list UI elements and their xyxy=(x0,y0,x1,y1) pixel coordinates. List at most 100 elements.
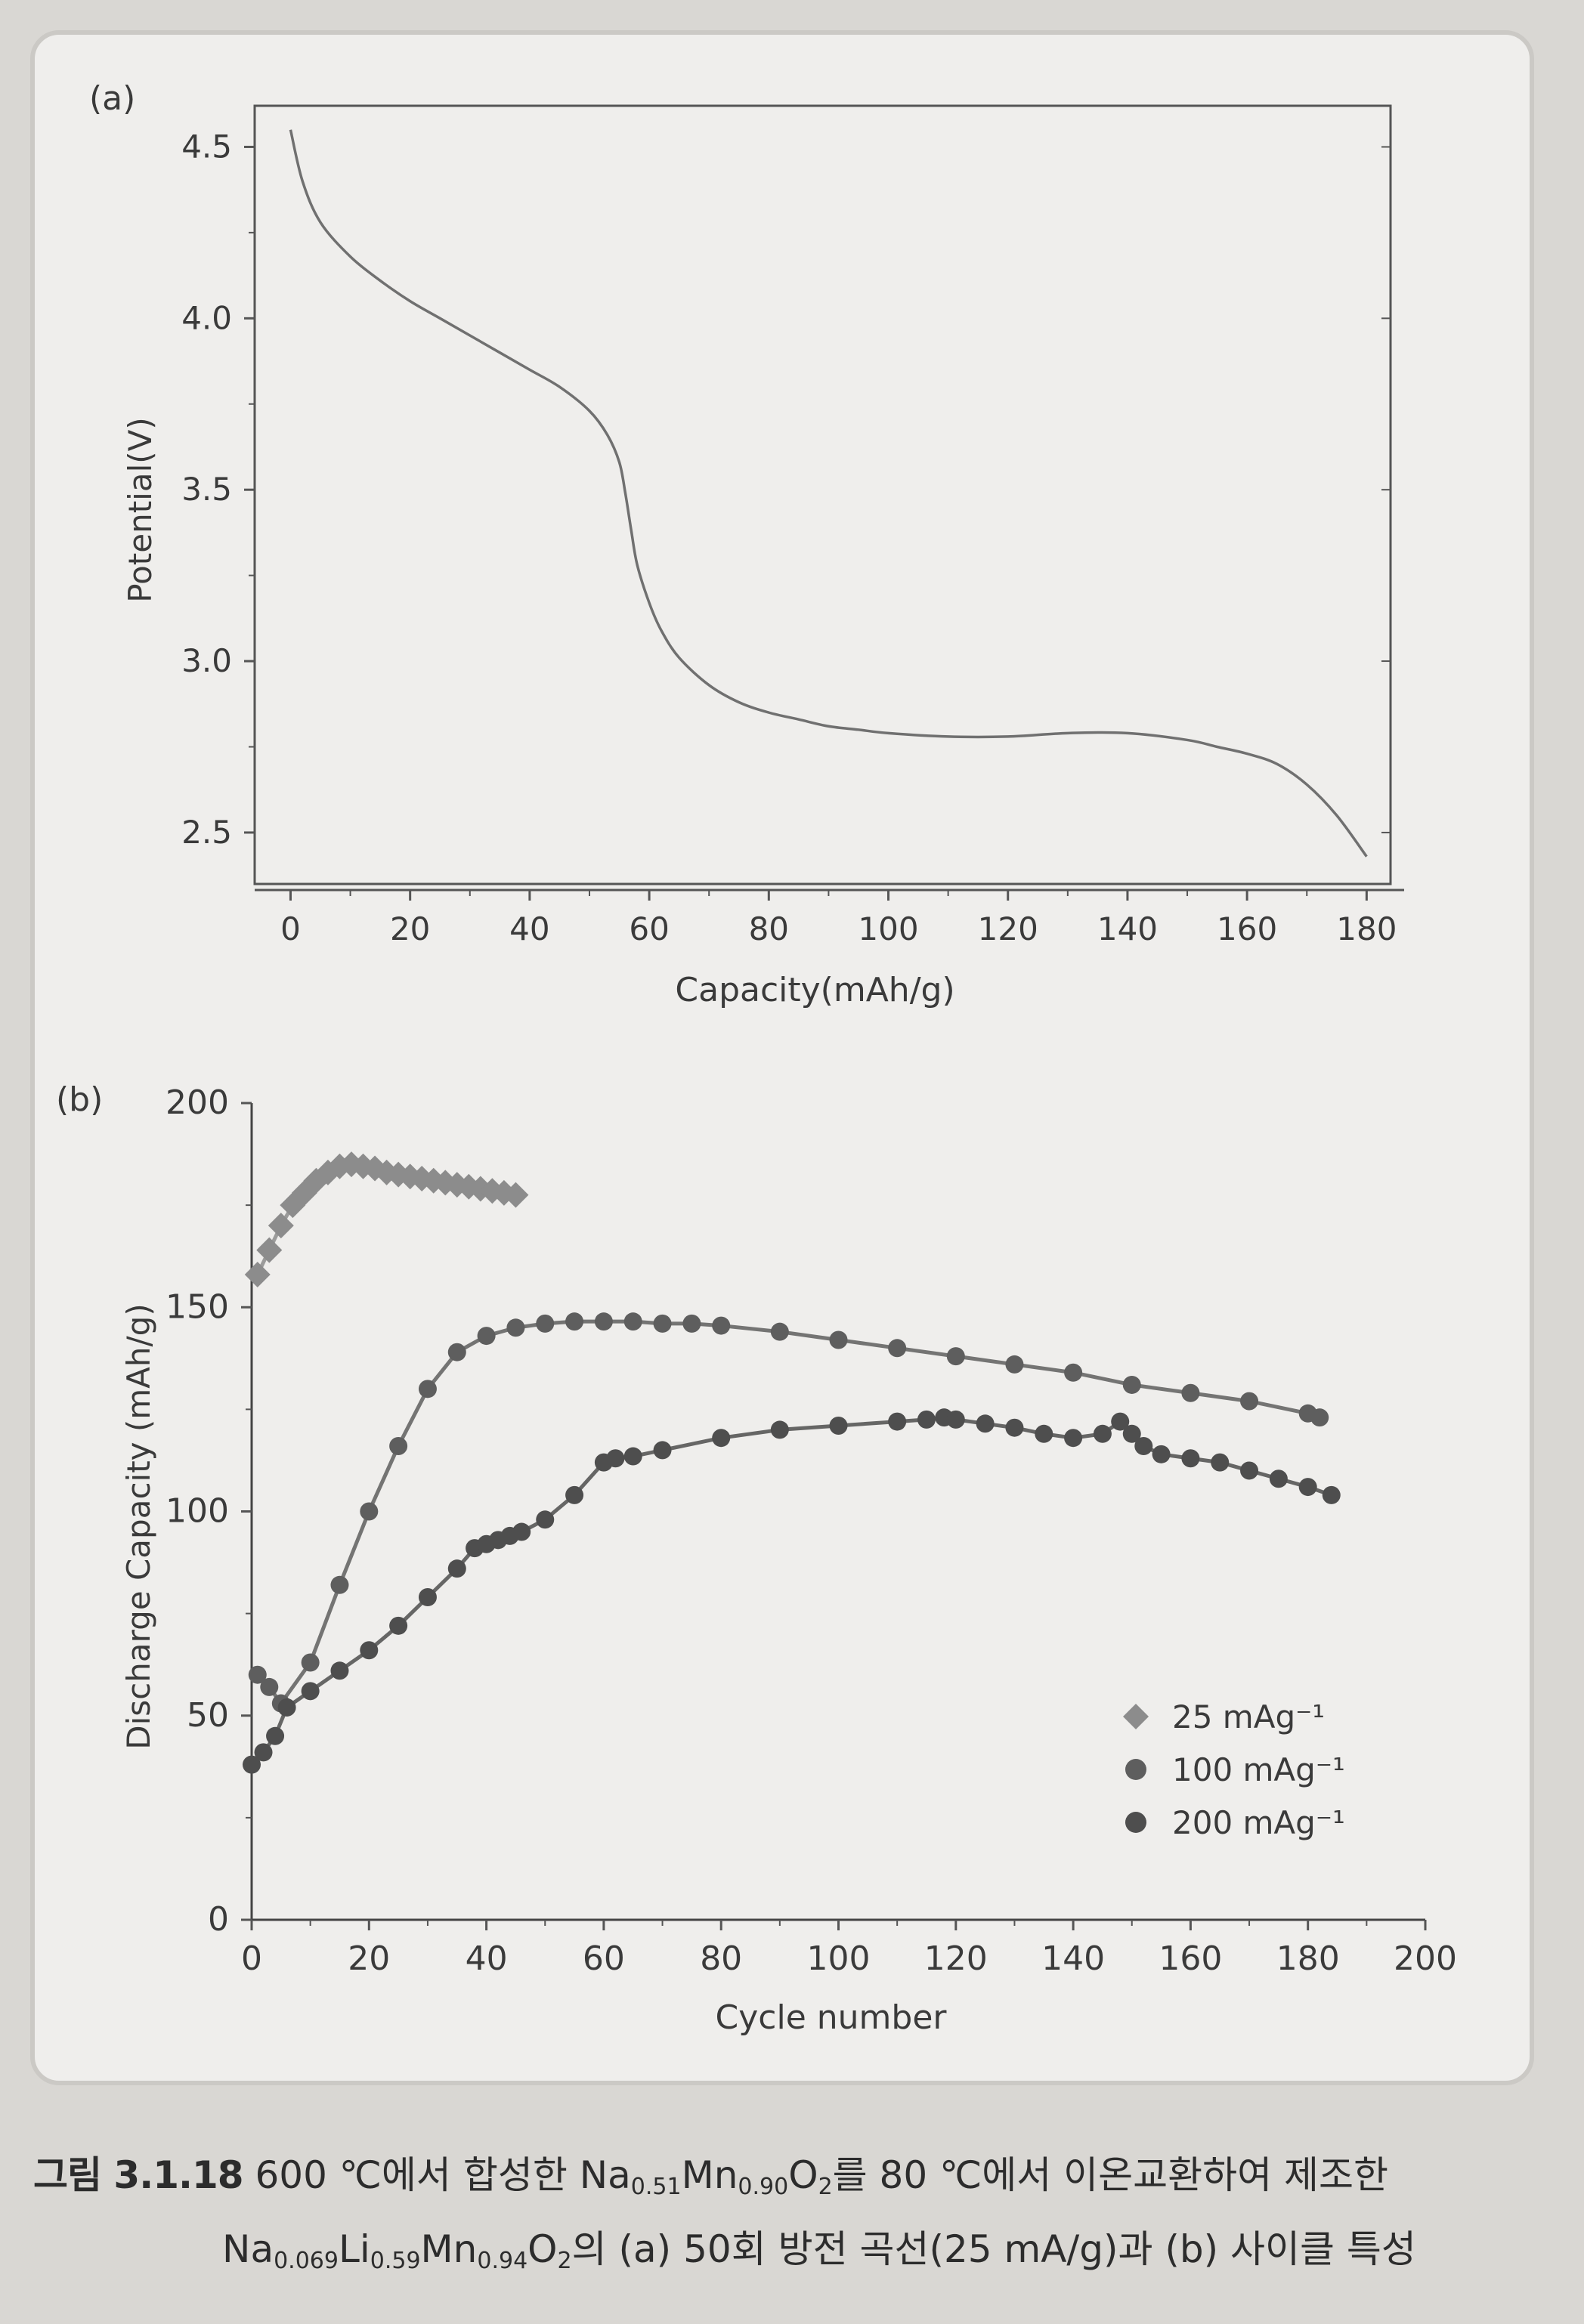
x-tick-label: 120 xyxy=(978,910,1038,947)
caption-line-2-run: Li xyxy=(338,2227,370,2271)
figure-caption: 그림 3.1.18 600 ℃에서 합성한 Na0.51Mn0.90O2를 80… xyxy=(33,2138,1552,2286)
data-point-circle xyxy=(266,1726,285,1745)
legend-marker-diamond xyxy=(1123,1704,1149,1729)
x-tick-label: 60 xyxy=(583,1939,625,1978)
data-point-circle xyxy=(565,1485,584,1504)
x-tick-label: 40 xyxy=(466,1939,508,1978)
x-tick-label: 160 xyxy=(1217,910,1277,947)
data-point-circle xyxy=(770,1322,789,1341)
panel-label: (b) xyxy=(56,1080,103,1119)
caption-line-1-run: Mn xyxy=(681,2153,738,2197)
x-tick-label: 80 xyxy=(700,1939,742,1978)
data-point-circle xyxy=(1064,1363,1083,1382)
data-point-circle xyxy=(888,1412,907,1431)
data-point-circle xyxy=(248,1665,267,1684)
x-tick-label: 120 xyxy=(924,1939,988,1978)
data-point-circle xyxy=(277,1698,296,1717)
data-point-circle xyxy=(1005,1418,1024,1437)
data-point-circle xyxy=(360,1641,379,1660)
data-point-circle xyxy=(1064,1429,1083,1448)
caption-line-2-run: 2 xyxy=(557,2248,572,2274)
data-point-circle xyxy=(1269,1469,1288,1488)
caption-line-2-run: 0.59 xyxy=(370,2248,421,2274)
data-point-circle xyxy=(1181,1449,1200,1468)
caption-line-2-run: O xyxy=(527,2227,558,2271)
legend-marker-circle xyxy=(1125,1812,1146,1833)
caption-line-1-text: 600 ℃에서 합성한 Na0.51Mn0.90O2를 80 ℃에서 이온교환하… xyxy=(243,2153,1389,2200)
data-point-circle xyxy=(254,1743,273,1762)
data-point-diamond xyxy=(256,1237,283,1263)
data-point-circle xyxy=(1093,1424,1112,1443)
x-tick-label: 0 xyxy=(280,910,301,947)
data-point-diamond xyxy=(244,1262,271,1288)
x-tick-label: 100 xyxy=(858,910,918,947)
x-tick-label: 100 xyxy=(807,1939,871,1978)
x-tick-label: 80 xyxy=(749,910,789,947)
data-point-circle xyxy=(447,1343,466,1361)
data-point-circle xyxy=(1181,1383,1200,1402)
data-point-circle xyxy=(360,1502,379,1521)
data-point-circle xyxy=(1122,1375,1141,1394)
data-point-circle xyxy=(682,1314,701,1333)
legend-label: 25 mAg⁻¹ xyxy=(1172,1698,1325,1735)
data-point-circle xyxy=(1310,1408,1329,1427)
data-point-circle xyxy=(594,1312,613,1331)
data-point-circle xyxy=(946,1410,965,1429)
y-tick-label: 200 xyxy=(166,1083,229,1122)
x-tick-label: 0 xyxy=(241,1939,262,1978)
caption-line-1-run: 600 ℃에서 합성한 Na xyxy=(243,2153,631,2197)
caption-figure-label: 그림 3.1.18 xyxy=(33,2153,244,2197)
y-tick-label: 4.5 xyxy=(181,128,232,165)
y-tick-label: 100 xyxy=(166,1492,229,1531)
y-tick-label: 2.5 xyxy=(181,814,232,851)
data-point-circle xyxy=(653,1314,672,1333)
data-point-circle xyxy=(1035,1424,1053,1443)
data-point-circle xyxy=(1298,1478,1317,1497)
caption-line-2: Na0.069Li0.59Mn0.94O2의 (a) 50회 방전 곡선(25 … xyxy=(33,2212,1552,2286)
data-point-circle xyxy=(1152,1445,1171,1463)
data-point-circle xyxy=(389,1616,408,1635)
y-tick-label: 3.5 xyxy=(181,471,232,508)
y-tick-label: 150 xyxy=(166,1287,229,1326)
data-point-circle xyxy=(1211,1453,1230,1472)
data-point-circle xyxy=(330,1661,349,1680)
x-tick-label: 180 xyxy=(1276,1939,1340,1978)
caption-line-1: 그림 3.1.18 600 ℃에서 합성한 Na0.51Mn0.90O2를 80… xyxy=(33,2153,1389,2200)
legend-marker-circle xyxy=(1125,1759,1146,1780)
figure-charts: (a) 0 20 40 60 80 100 120 140 160 180 2.5 3.0 3.5 4.0 4… xyxy=(56,79,1457,2037)
data-point-circle xyxy=(536,1314,555,1333)
x-tick-label: 200 xyxy=(1394,1939,1457,1978)
data-point-circle xyxy=(301,1653,320,1672)
data-point-circle xyxy=(1111,1412,1130,1431)
y-tick-label: 0 xyxy=(208,1900,229,1939)
x-tick-label: 60 xyxy=(629,910,669,947)
data-point-circle xyxy=(829,1416,848,1435)
data-point-circle xyxy=(260,1677,279,1696)
caption-line-1-run: 0.51 xyxy=(630,2174,682,2200)
data-point-circle xyxy=(301,1682,320,1701)
x-tick-label: 20 xyxy=(348,1939,390,1978)
data-point-circle xyxy=(330,1575,349,1594)
x-axis-label: Capacity(mAh/g) xyxy=(675,971,954,1009)
caption-line-1-run: 를 80 ℃에서 이온교환하여 제조한 xyxy=(832,2153,1389,2197)
x-axis-label: Cycle number xyxy=(716,1998,948,2037)
x-tick-label: 140 xyxy=(1041,1939,1105,1978)
x-tick-label: 40 xyxy=(509,910,549,947)
discharge-curve xyxy=(289,129,1368,858)
data-point-circle xyxy=(623,1447,642,1466)
data-point-circle xyxy=(418,1588,437,1607)
data-point-circle xyxy=(536,1510,555,1529)
data-point-circle xyxy=(477,1327,496,1346)
panel-label: (a) xyxy=(89,79,135,118)
data-point-circle xyxy=(1322,1485,1341,1504)
legend-label: 100 mAg⁻¹ xyxy=(1172,1751,1345,1788)
data-point-circle xyxy=(512,1522,531,1541)
data-point-circle xyxy=(389,1437,408,1456)
legend-label: 200 mAg⁻¹ xyxy=(1172,1804,1345,1841)
series-line-1 xyxy=(255,1319,1321,1707)
data-point-circle xyxy=(623,1312,642,1331)
data-point-circle xyxy=(1005,1355,1024,1374)
data-point-circle xyxy=(712,1316,731,1335)
plot-frame xyxy=(253,104,1392,885)
data-point-circle xyxy=(917,1410,936,1429)
